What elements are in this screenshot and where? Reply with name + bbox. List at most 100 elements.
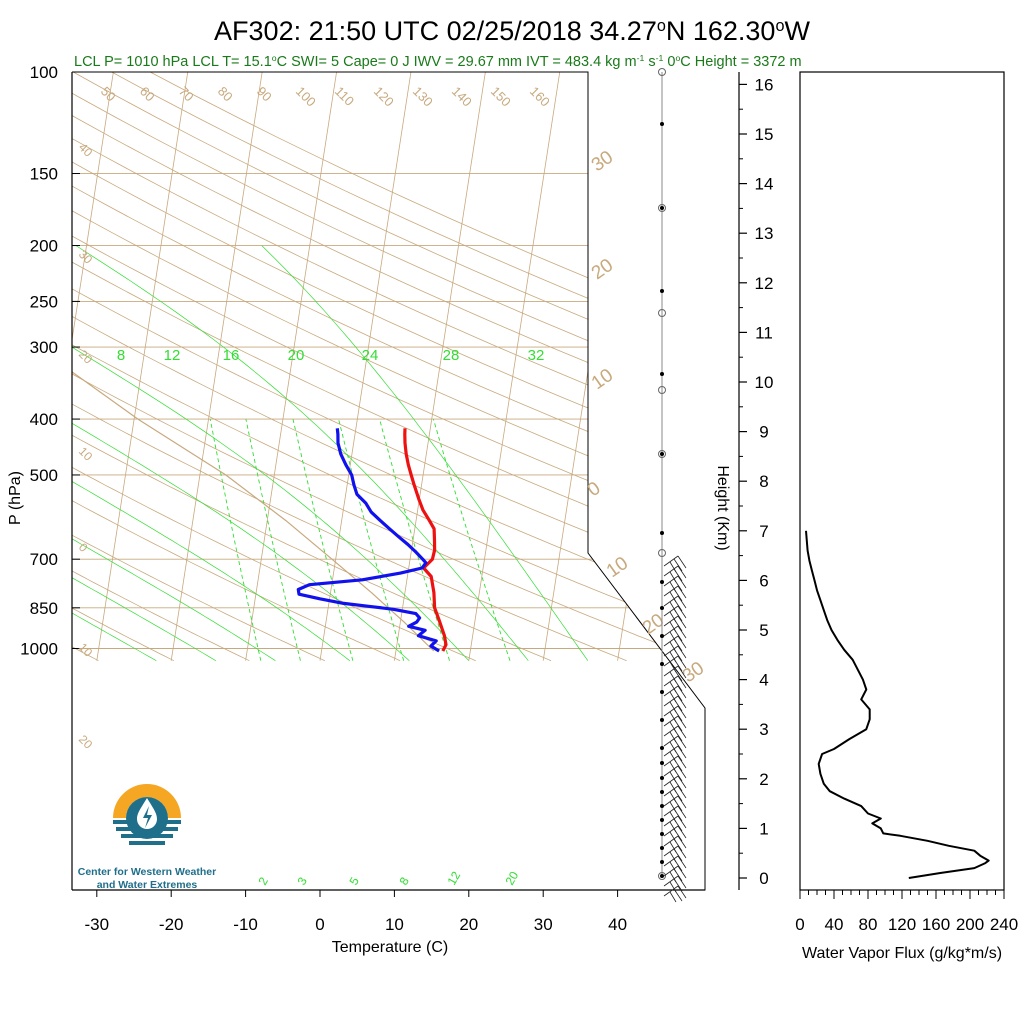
moist-adiabat-line: [72, 245, 410, 661]
title-segment: C SWI= 5 Cape= 0 J IWV = 29.67 mm IVT = …: [277, 54, 637, 70]
dry-adiabat-line: [72, 72, 627, 662]
barb-flag: [677, 715, 687, 729]
dry-adiabat-line: [72, 72, 705, 662]
flux-tick-label: 160: [922, 915, 950, 934]
barb-dot: [660, 606, 664, 610]
dry-adiabat-line: [72, 72, 703, 662]
barb-flag: [673, 598, 683, 612]
barb-shaft: [663, 565, 679, 577]
isotherm-line: [617, 72, 705, 661]
barb-shaft: [663, 855, 679, 867]
barb-dot: [660, 372, 664, 376]
barb-dot: [660, 690, 664, 694]
barb-flag: [677, 775, 687, 789]
x-tick-label: -10: [233, 915, 258, 934]
barb-shaft: [663, 865, 679, 877]
flux-tick-label: 40: [825, 915, 844, 934]
wind-barb: [663, 865, 687, 883]
wind-barb: [663, 635, 687, 653]
wind-barb: [663, 775, 687, 793]
mixing-ratio-bottom-label: 12: [444, 869, 463, 888]
barb-flag: [677, 885, 687, 899]
isotherm-line: [72, 72, 114, 661]
wind-barb: [663, 695, 687, 713]
calm-circle: [658, 386, 666, 394]
left-isotherm-label: 20: [76, 347, 96, 367]
isotherm-line: [468, 72, 561, 661]
height-tick-label: 4: [759, 671, 768, 690]
flux-tick-label: 240: [990, 915, 1018, 934]
barb-flag: [673, 878, 683, 892]
dry-adiabat-label: 110: [332, 84, 357, 109]
barb-shaft: [663, 555, 679, 567]
barb-dot: [660, 289, 664, 293]
barb-flag: [677, 785, 687, 799]
barb-flag: [677, 645, 687, 659]
barb-shaft: [663, 675, 679, 687]
wind-barb-column: [658, 68, 687, 903]
barb-flag: [677, 795, 687, 809]
barb-flag: [673, 718, 683, 732]
moist-adiabat-line: [72, 346, 216, 662]
barb-flag: [677, 815, 687, 829]
x-tick-label: 10: [385, 915, 404, 934]
flux-x-axis-label: Water Vapor Flux (g/kg*m/s): [802, 945, 1002, 962]
barb-shaft: [663, 815, 679, 827]
flux-tick-label: 80: [859, 915, 878, 934]
wind-barb: [663, 785, 687, 803]
y-tick-label: 400: [30, 410, 58, 429]
barb-flag: [673, 668, 683, 682]
flux-line: [805, 530, 990, 879]
title-superscript: o: [272, 53, 277, 63]
barb-flag: [673, 688, 683, 702]
barb-dot: [660, 122, 664, 126]
dry-adiabat-label: 80: [215, 84, 236, 105]
height-tick-label: 13: [755, 224, 774, 243]
isotherm-line: [394, 72, 486, 661]
mixing-ratio-line: [379, 418, 450, 661]
dry-adiabat-line: [72, 72, 705, 662]
moist-adiabat-line: [75, 245, 529, 661]
height-tick-label: 9: [759, 423, 768, 442]
wind-barb: [663, 745, 687, 763]
barb-shaft: [663, 795, 679, 807]
height-tick-label: 15: [755, 125, 774, 144]
barb-flag: [673, 678, 683, 692]
x-tick-label: -30: [85, 915, 110, 934]
barb-shaft: [663, 885, 679, 897]
dry-adiabat-line: [72, 72, 476, 662]
dry-adiabat-line: [72, 72, 401, 662]
dry-adiabat-label: 90: [254, 84, 275, 105]
mixing-ratio-top-label: 24: [362, 347, 379, 364]
barb-flag: [673, 798, 683, 812]
barb-dot: [660, 874, 664, 878]
x-tick-label: 40: [608, 915, 627, 934]
moist-adiabat-line: [72, 245, 470, 661]
dry-adiabat-line: [72, 72, 175, 662]
height-tick-label: 1: [759, 819, 768, 838]
barb-flag: [673, 818, 683, 832]
barb-flag: [673, 608, 683, 622]
barb-flag: [673, 768, 683, 782]
left-isotherm-label: 10: [76, 444, 96, 464]
dry-adiabat-line: [72, 72, 705, 662]
dry-adiabat-line: [72, 72, 705, 662]
dry-adiabat-line: [72, 72, 705, 662]
barb-flag: [673, 578, 683, 592]
wind-barb: [663, 885, 687, 903]
mixing-ratio-line: [209, 419, 262, 661]
logo-text-line2: and Water Extremes: [97, 879, 198, 891]
isotherm-line: [245, 72, 337, 661]
barb-flag: [677, 835, 687, 849]
dry-adiabat-line: [72, 72, 325, 662]
x-tick-label: 20: [459, 915, 478, 934]
barb-flag: [677, 665, 687, 679]
mixing-ratio-top-label: 32: [528, 347, 545, 364]
barb-flag: [677, 855, 687, 869]
height-tick-label: 0: [759, 869, 768, 888]
barb-dot: [660, 846, 664, 850]
mixing-ratio-top-label: 28: [443, 347, 460, 364]
barb-flag: [677, 585, 687, 599]
flux-tick-label: 120: [888, 915, 916, 934]
x-tick-label: -20: [159, 915, 184, 934]
